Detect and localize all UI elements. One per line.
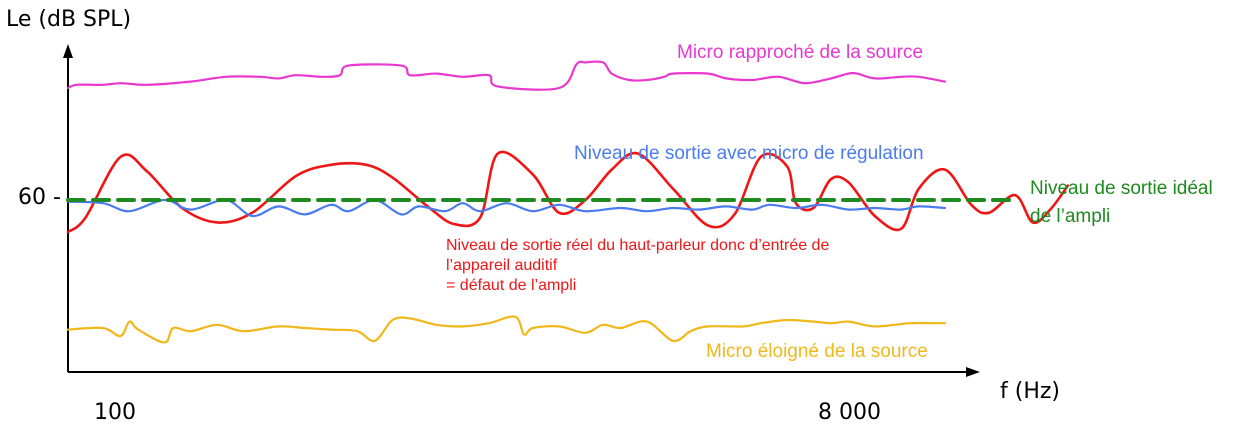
annotation-ideal-line1: Niveau de sortie idéal xyxy=(1030,178,1213,199)
annotation-real-line2: l’appareil auditif xyxy=(446,257,558,274)
annotation-regulation: Niveau de sortie avec micro de régulatio… xyxy=(574,143,924,164)
x-tick-label-low: 100 xyxy=(94,400,136,425)
annotation-far-mic: Micro éloigné de la source xyxy=(706,341,928,362)
annotation-near-mic: Micro rapproché de la source xyxy=(677,42,923,63)
series-line-niveau-de-sortie-reel-du-haut-parleur-do xyxy=(66,150,1070,234)
x-axis-label: f (Hz) xyxy=(1000,379,1060,404)
series-line-niveau-de-sortie-avec-micro-de-regulatio xyxy=(66,198,947,218)
series-layer xyxy=(66,60,1070,344)
series-line-micro-rapproche-de-la-source xyxy=(66,60,947,91)
annotation-ideal-line2: de l’ampli xyxy=(1030,206,1110,227)
x-tick-label-high: 8 000 xyxy=(818,400,881,425)
annotation-real-line3: = défaut de l’ampli xyxy=(446,277,576,294)
series-line-micro-eloigne-de-la-source xyxy=(66,315,947,344)
y-axis-arrowhead xyxy=(63,44,73,58)
y-tick-label: 60 - xyxy=(18,185,61,210)
annotation-real-line1: Niveau de sortie réel du haut-parleur do… xyxy=(446,237,829,254)
x-axis-arrowhead xyxy=(966,367,980,377)
y-axis-label: Le (dB SPL) xyxy=(6,7,131,32)
